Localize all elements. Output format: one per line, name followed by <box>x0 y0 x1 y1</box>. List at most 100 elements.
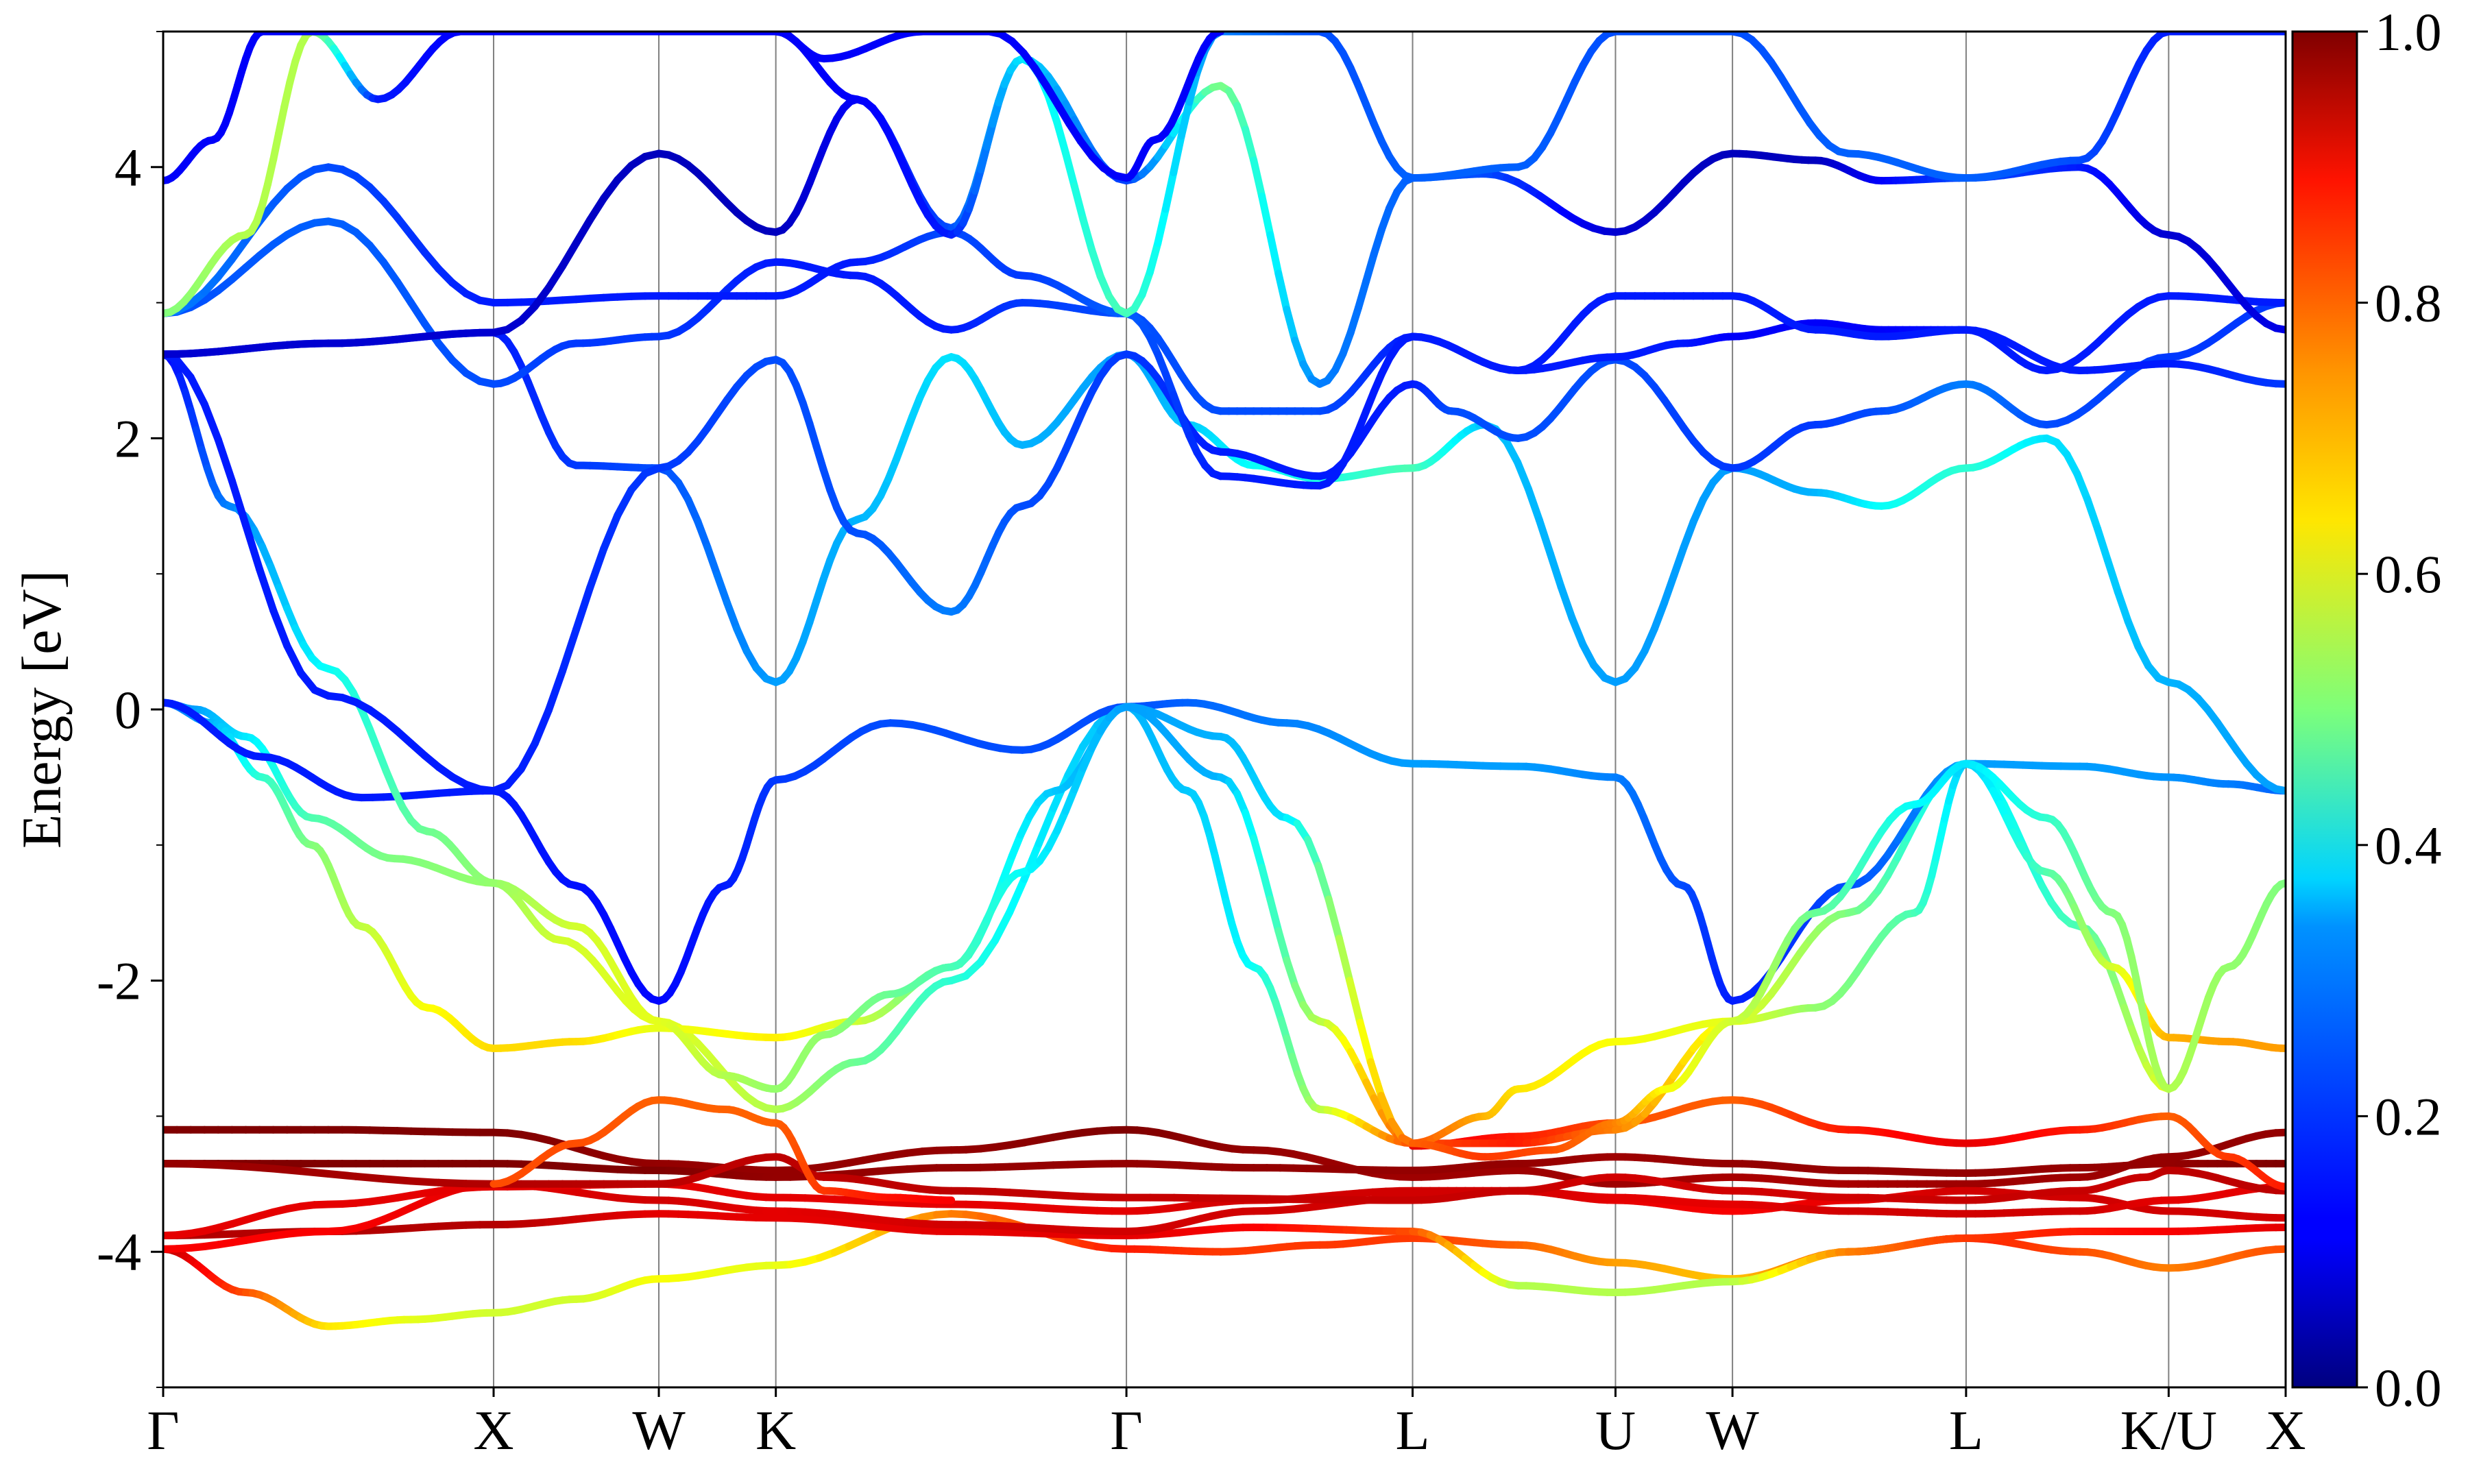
band-segment <box>1254 838 1262 868</box>
band-segment <box>1539 520 1550 554</box>
band-segment <box>411 303 425 324</box>
band-segment <box>2276 384 2286 385</box>
band-segment <box>1359 281 1366 308</box>
band-segment <box>279 107 285 133</box>
band-segment <box>2276 1249 2286 1250</box>
band-segment <box>2276 789 2286 791</box>
band-segment <box>1572 618 1583 645</box>
colorbar-tick-label: 1.0 <box>2375 2 2442 62</box>
kpoint-label: U <box>1595 1399 1636 1461</box>
kpoint-label: Γ <box>147 1399 179 1461</box>
colorbar-tick-label: 0.0 <box>2375 1358 2442 1418</box>
band-segment <box>1066 153 1075 186</box>
band-segment <box>1083 219 1092 250</box>
band-segment <box>1374 230 1381 254</box>
band-segment <box>439 1182 466 1184</box>
band-segment <box>285 82 290 107</box>
band-segment <box>1010 879 1024 912</box>
band-segment <box>1684 522 1693 548</box>
band-line <box>163 167 2286 486</box>
band-segment <box>411 1181 439 1182</box>
band-segment <box>707 548 717 576</box>
colorbar-tick-label: 0.6 <box>2375 544 2442 604</box>
band-segment <box>1246 813 1254 838</box>
band-segment <box>1287 310 1295 341</box>
band-segment <box>1057 123 1066 154</box>
band-segment <box>562 629 576 671</box>
band-segment <box>246 1167 274 1169</box>
band-segment <box>1665 575 1674 603</box>
y-tick-label: 4 <box>114 138 141 197</box>
band-line <box>163 59 2286 385</box>
band-segment <box>1150 243 1158 273</box>
band-segment <box>274 1169 301 1171</box>
band-segment <box>2098 528 2108 560</box>
band-segment <box>521 744 535 769</box>
band-segment <box>698 522 707 548</box>
colorbar-tick-label: 0.8 <box>2375 273 2442 333</box>
y-tick-label: 0 <box>114 680 141 740</box>
band-segment <box>1262 196 1270 234</box>
band-segment <box>1339 938 1349 980</box>
band-segment <box>1518 463 1529 489</box>
band-line <box>163 303 2286 791</box>
colorbar-tick-label: 0.4 <box>2375 816 2442 875</box>
band-segment <box>548 266 562 287</box>
band-segment <box>548 671 562 710</box>
y-tick-label: -2 <box>97 951 141 1011</box>
band-segment <box>618 490 631 515</box>
band-segment <box>268 160 274 184</box>
band-line <box>163 1157 2286 1178</box>
band-segment <box>604 515 618 549</box>
kpoint-label: L <box>1395 1399 1429 1461</box>
band-segment <box>1254 160 1262 197</box>
band-line <box>163 703 2286 1143</box>
band-segment <box>2276 1132 2286 1133</box>
band-segment <box>191 1164 218 1165</box>
kpoint-label: K/U <box>2120 1399 2217 1461</box>
band-segment <box>2107 560 2118 592</box>
colorbar <box>2292 32 2357 1387</box>
band-segment <box>577 220 590 243</box>
kpoint-label: X <box>473 1399 513 1461</box>
kpoint-label: W <box>632 1399 686 1461</box>
band-segment <box>1287 960 1295 986</box>
band-segment <box>1165 173 1174 209</box>
colorbar-axis: 0.00.20.40.60.81.0 <box>2357 2 2442 1418</box>
band-line <box>163 332 2286 791</box>
band-segment <box>727 603 737 629</box>
band-segment <box>383 1179 411 1181</box>
band-segment <box>590 549 604 588</box>
band-segment <box>397 282 411 303</box>
band-segment <box>1550 554 1561 587</box>
band-line <box>163 32 2286 313</box>
band-segment <box>1529 489 1540 520</box>
kpoint-label: L <box>1949 1399 1983 1461</box>
band-segment <box>2077 474 2088 500</box>
band-segment <box>2128 621 2138 646</box>
kpoint-label: K <box>755 1399 796 1461</box>
band-segment <box>1270 235 1279 273</box>
band-line <box>163 32 1221 181</box>
band-segment <box>980 940 995 962</box>
band-segment <box>1279 273 1287 310</box>
band-segment <box>1246 130 1254 160</box>
band-segment <box>274 133 279 159</box>
band-segment <box>1270 899 1279 931</box>
band-segment <box>1360 1023 1370 1062</box>
band-segment <box>1350 981 1360 1023</box>
band-segment <box>204 404 218 440</box>
y-tick-label: -4 <box>97 1222 141 1282</box>
band-segment <box>717 575 727 603</box>
band-segment <box>328 1174 356 1177</box>
band-segment <box>2088 499 2098 528</box>
band-segment <box>301 1171 328 1174</box>
band-segment <box>1561 587 1572 618</box>
band-segment <box>2276 328 2286 330</box>
y-tick-label: 2 <box>114 409 141 468</box>
y-axis: -4 -2 0 2 4 <box>97 32 163 1387</box>
band-segment <box>274 611 287 646</box>
